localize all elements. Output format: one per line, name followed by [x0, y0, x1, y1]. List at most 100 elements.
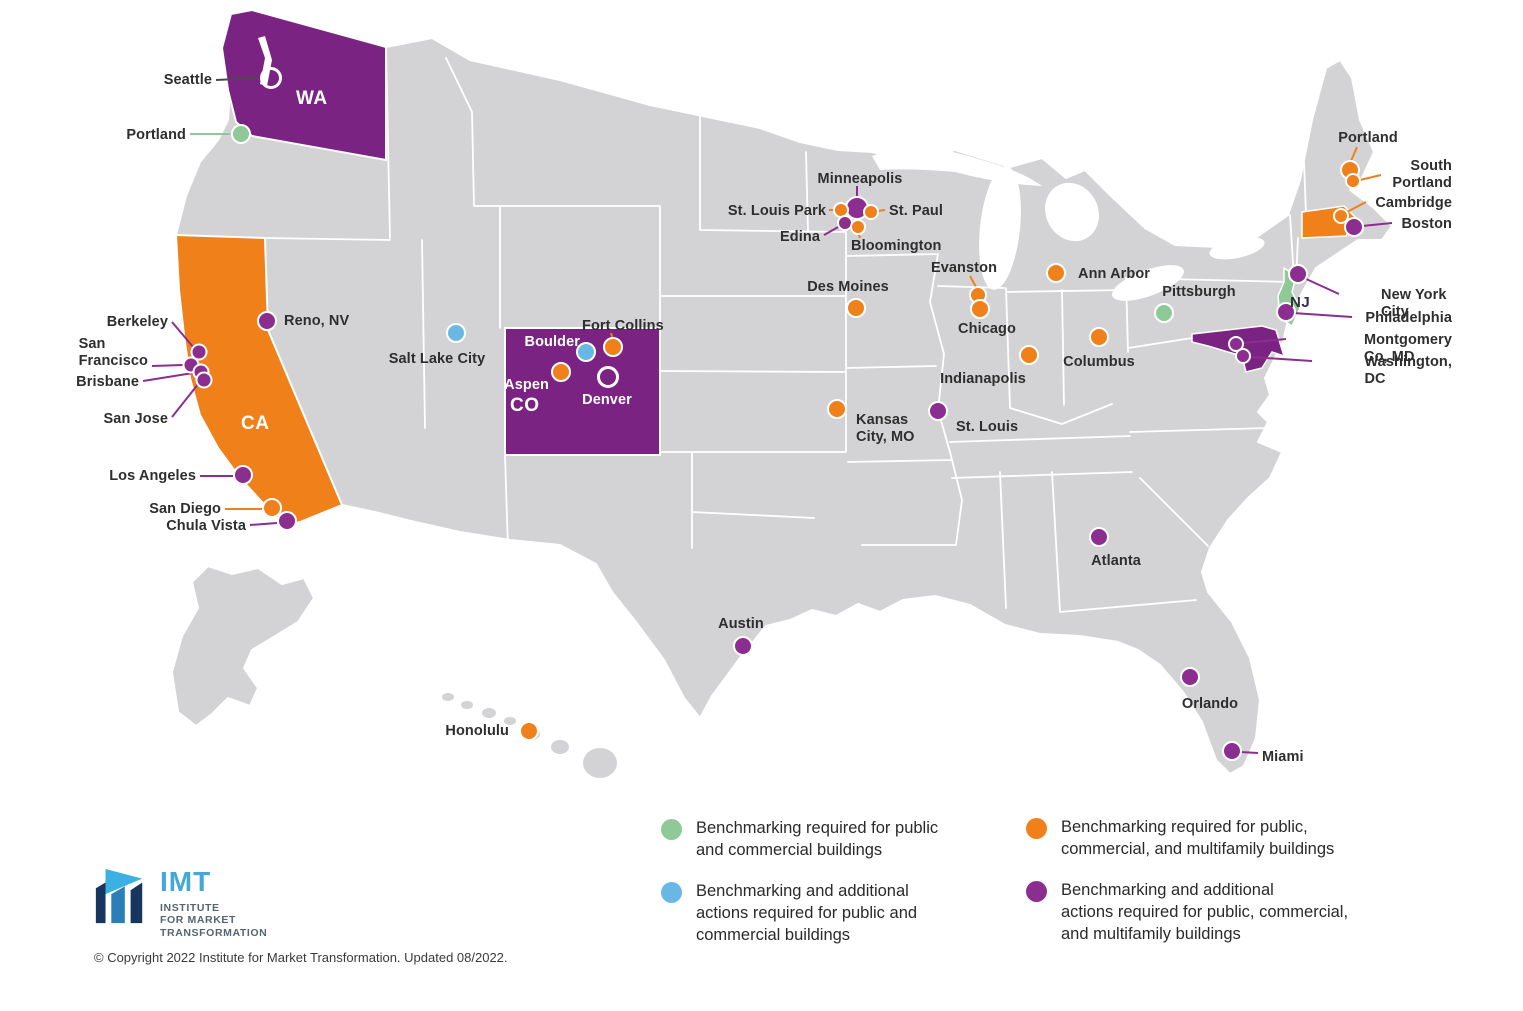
city-label-salt-lake-city: Salt Lake City — [388, 351, 486, 367]
state-label-co: CO — [510, 395, 540, 416]
alaska — [170, 564, 316, 728]
state-label-wa: WA — [296, 88, 328, 109]
city-marker-seattle — [260, 67, 282, 89]
city-label-minneapolis: Minneapolis — [817, 171, 903, 187]
city-marker-orlando — [1180, 667, 1200, 687]
city-label-fort-collins: Fort Collins — [582, 318, 664, 334]
state-borders — [264, 46, 1307, 613]
city-marker-boston — [1344, 217, 1364, 237]
city-marker-honolulu — [519, 721, 539, 741]
city-label-seattle: Seattle — [163, 72, 212, 88]
city-marker-chula-vista — [277, 511, 297, 531]
city-label-chicago: Chicago — [958, 321, 1016, 337]
legend-text-purple: Benchmarking and additional actions requ… — [1061, 881, 1349, 944]
city-label-austin: Austin — [718, 616, 764, 632]
city-marker-pittsburgh — [1154, 303, 1174, 323]
legend-dot-blue — [661, 882, 682, 903]
legend-dot-orange — [1026, 818, 1047, 839]
city-label-atlanta: Atlanta — [1091, 553, 1141, 569]
city-label-los-angeles: Los Angeles — [109, 468, 196, 484]
leader-line-philadelphia — [1292, 312, 1353, 318]
city-marker-miami — [1222, 741, 1242, 761]
leader-line-new-york-city — [1303, 277, 1340, 295]
city-marker-portland-or — [231, 124, 251, 144]
state-label-nj: NJ — [1290, 294, 1311, 311]
us-mainland — [175, 9, 1393, 775]
city-label-edina: Edina — [780, 229, 820, 245]
city-marker-columbus — [1089, 327, 1109, 347]
leader-line-cambridge — [1346, 201, 1367, 213]
city-label-portland-me: Portland — [1338, 130, 1398, 146]
city-label-chula-vista: Chula Vista — [166, 518, 246, 534]
imt-logo-name: INSTITUTE FOR MARKET TRANSFORMATION — [160, 902, 268, 939]
city-marker-new-york-city — [1288, 264, 1308, 284]
city-marker-ann-arbor — [1046, 263, 1066, 283]
city-marker-chicago — [970, 299, 990, 319]
city-marker-st-louis — [928, 401, 948, 421]
city-marker-washington-dc — [1235, 348, 1251, 364]
city-label-portland-or: Portland — [126, 127, 186, 143]
leader-line-miami — [1239, 751, 1259, 754]
city-label-aspen: Aspen — [504, 377, 549, 393]
legend-text-green: Benchmarking required for public and com… — [696, 819, 939, 860]
city-label-san-diego: San Diego — [149, 501, 221, 517]
leader-line-south-portland — [1359, 174, 1382, 181]
leader-line-washington-dc — [1249, 356, 1313, 362]
legend-item-purple: Benchmarking and additional actions requ… — [1026, 879, 1426, 945]
city-marker-fort-collins — [603, 337, 623, 357]
city-marker-indianapolis — [1019, 345, 1039, 365]
city-label-kansas-city: Kansas City, MO — [856, 412, 915, 445]
city-marker-atlanta — [1089, 527, 1109, 547]
city-label-bloomington: Bloomington — [851, 238, 942, 254]
leader-line-seattle — [215, 77, 259, 81]
city-label-san-jose: San Jose — [103, 411, 168, 427]
city-label-boston: Boston — [1401, 216, 1452, 232]
city-label-honolulu: Honolulu — [445, 723, 509, 739]
city-label-indianapolis: Indianapolis — [940, 371, 1026, 387]
city-marker-st-paul — [863, 204, 879, 220]
leader-line-portland-me — [1350, 146, 1358, 162]
city-marker-kansas-city — [827, 399, 847, 419]
legend-item-blue: Benchmarking and additional actions requ… — [661, 880, 971, 946]
city-marker-salt-lake-city — [446, 323, 466, 343]
city-marker-aspen — [551, 362, 571, 382]
city-label-pittsburgh: Pittsburgh — [1162, 284, 1236, 300]
city-label-st-paul: St. Paul — [889, 203, 943, 219]
leader-line-brisbane — [142, 372, 194, 382]
city-label-cambridge: Cambridge — [1375, 195, 1452, 211]
city-label-evanston: Evanston — [930, 260, 998, 276]
city-label-philadelphia: Philadelphia — [1365, 310, 1452, 326]
legend-text-orange: Benchmarking required for public, commer… — [1061, 818, 1335, 859]
leader-line-san-francisco — [151, 364, 184, 367]
city-label-miami: Miami — [1262, 749, 1304, 765]
legend-dot-green — [661, 819, 682, 840]
city-label-south-portland: South Portland — [1392, 158, 1452, 191]
city-label-orlando: Orlando — [1181, 696, 1239, 712]
leader-line-san-jose — [171, 382, 200, 418]
imt-logo-icon — [95, 869, 143, 924]
city-label-des-moines: Des Moines — [807, 279, 889, 295]
leader-line-montgomery-co-md — [1242, 338, 1287, 344]
legend-item-orange: Benchmarking required for public, commer… — [1026, 816, 1416, 860]
city-label-boulder: Boulder — [524, 334, 580, 350]
city-marker-des-moines — [846, 298, 866, 318]
city-marker-reno — [257, 311, 277, 331]
city-marker-austin — [733, 636, 753, 656]
city-marker-bloomington — [850, 219, 866, 235]
leader-line-boston — [1361, 222, 1393, 227]
city-label-berkeley: Berkeley — [106, 314, 168, 330]
legend-dot-purple — [1026, 881, 1047, 902]
city-label-st-louis: St. Louis — [956, 419, 1019, 435]
city-marker-south-portland — [1345, 173, 1361, 189]
imt-logo: IMT INSTITUTE FOR MARKET TRANSFORMATION — [92, 866, 267, 939]
legend-text-blue: Benchmarking and additional actions requ… — [696, 882, 918, 945]
leader-line-berkeley — [171, 321, 195, 349]
city-label-columbus: Columbus — [1063, 354, 1135, 370]
state-label-ca: CA — [241, 413, 270, 434]
city-label-ann-arbor: Ann Arbor — [1078, 266, 1151, 282]
city-marker-denver — [597, 366, 619, 388]
